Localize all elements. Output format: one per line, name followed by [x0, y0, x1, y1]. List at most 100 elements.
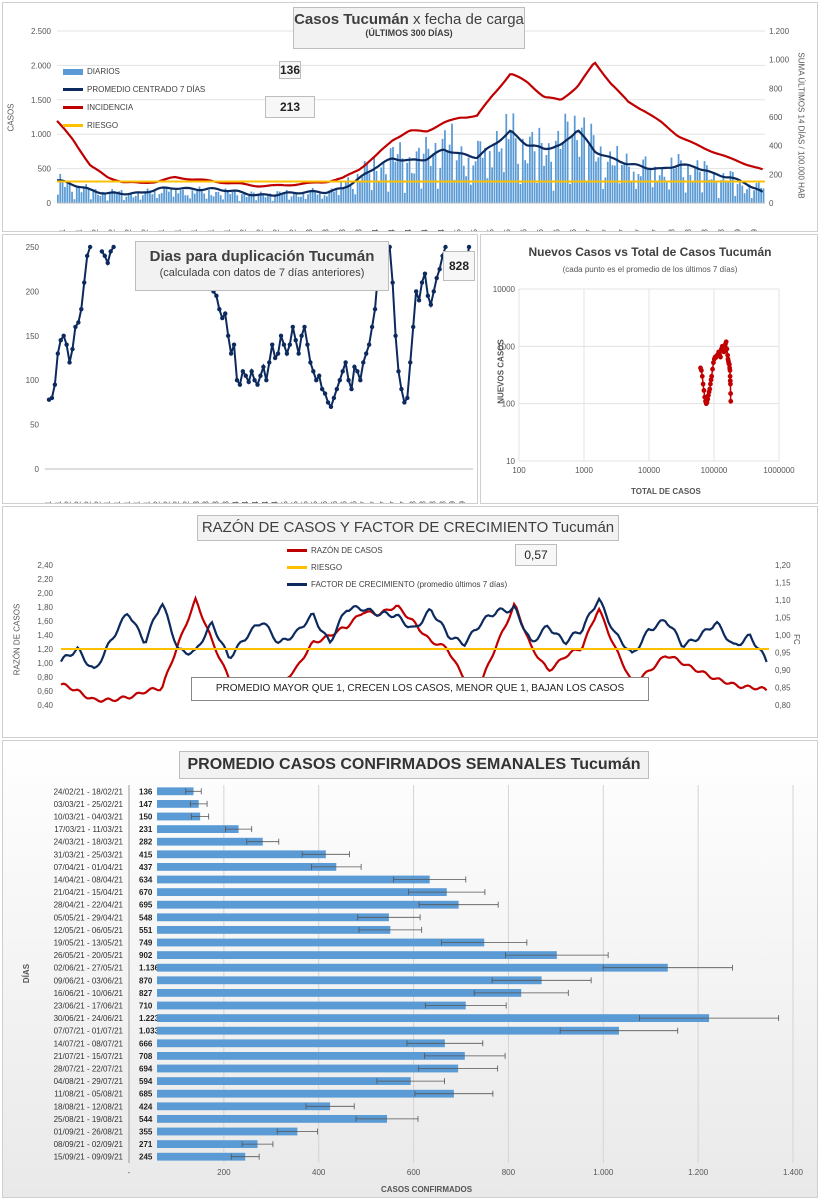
y2-tick-label: 0,85	[775, 684, 791, 693]
daily-bar	[61, 181, 64, 203]
weekly-bar	[157, 988, 522, 997]
daily-bar	[167, 191, 170, 203]
weekly-bar	[157, 1152, 246, 1161]
daily-bar	[219, 195, 222, 203]
value-box-diarios: 136	[279, 61, 301, 79]
doubling-point	[73, 324, 78, 330]
daily-bar	[444, 130, 446, 203]
daily-bar	[259, 191, 262, 203]
doubling-point	[261, 364, 266, 370]
daily-bar	[66, 182, 69, 203]
value-label: 594	[139, 1077, 153, 1086]
doubling-point	[102, 253, 108, 259]
x-tick-label: 26/3	[355, 228, 364, 232]
daily-bar	[153, 189, 156, 203]
doubling-point	[99, 249, 105, 254]
weekly-bar	[157, 900, 459, 909]
x-tick-label: 9/4	[241, 500, 250, 504]
x-tick-label: 23/7	[389, 500, 398, 504]
x-tick-label: 20/11	[44, 500, 53, 504]
doubling-point	[408, 360, 413, 365]
daily-bar	[399, 142, 401, 203]
x-tick-label: 28/5	[503, 228, 512, 232]
daily-bar	[672, 168, 675, 203]
doubling-point	[393, 333, 398, 338]
daily-bar	[71, 191, 73, 203]
legend-label: FACTOR DE CRECIMIENTO (promedio últimos …	[311, 580, 508, 589]
daily-bar	[727, 181, 729, 203]
daily-bar	[415, 151, 418, 203]
daily-bar	[519, 183, 522, 203]
x-tick-label: 27/11	[74, 228, 83, 232]
daily-bar	[377, 180, 380, 203]
daily-bar	[554, 140, 557, 203]
category-label: 28/07/21 - 22/07/21	[54, 1065, 124, 1074]
incidencia-line	[56, 61, 763, 188]
x-tick-label: 21/5	[491, 736, 500, 738]
doubling-point	[305, 342, 310, 347]
y-tick-label: 500	[38, 165, 52, 174]
category-label: 23/06/21 - 17/06/21	[54, 1002, 124, 1011]
daily-bar	[446, 151, 449, 203]
weekly-bar	[157, 799, 199, 808]
daily-bar	[739, 179, 741, 203]
daily-bar	[179, 190, 182, 203]
weekly-bar	[157, 938, 485, 947]
doubling-point	[322, 391, 328, 396]
legend-diarios: DIARIOS	[63, 67, 120, 76]
value-label: 1.033	[139, 1027, 160, 1036]
daily-bar	[687, 164, 689, 203]
daily-bar	[149, 192, 151, 203]
scatter-point	[724, 346, 730, 352]
daily-bar	[356, 173, 359, 203]
daily-bar	[592, 135, 595, 203]
x-tick-label: 11/12	[108, 736, 117, 738]
x-tick-label: 4/12	[64, 500, 73, 504]
y-tick-label: 0	[35, 465, 40, 474]
cases-chart: 0 500 1.000 1.500 2.000 2.500 0 200 400 600 800 1.0…	[31, 27, 790, 232]
y-tick-label: 2,20	[37, 575, 53, 584]
daily-bar	[536, 182, 538, 203]
doubling-point	[281, 342, 287, 347]
daily-bar	[623, 163, 626, 203]
y-tick-label: 2.500	[31, 27, 52, 36]
daily-bar	[139, 199, 142, 203]
daily-bar	[604, 177, 607, 203]
daily-bar	[458, 153, 460, 203]
x-tick-label: 7/5	[458, 736, 467, 738]
daily-bar	[94, 189, 97, 203]
daily-bar	[637, 174, 640, 203]
legend-razon: RAZÓN DE CASOS	[287, 546, 383, 555]
daily-bar	[656, 181, 659, 203]
scatter-chart-panel: 100 1000 10000 100000 1000000 10 100 1000 10000 …	[480, 234, 818, 504]
daily-bar	[630, 181, 633, 203]
daily-bar	[486, 178, 489, 203]
legend-swatch	[63, 106, 83, 110]
x-tick-label: 29/1	[223, 228, 232, 232]
scatter-point	[728, 398, 734, 404]
daily-bar	[361, 176, 364, 203]
weekly-bar	[157, 787, 194, 796]
daily-bar	[120, 190, 123, 203]
value-label: 670	[139, 888, 153, 897]
daily-bar	[510, 130, 512, 203]
daily-bar	[248, 195, 250, 203]
daily-bar	[635, 188, 637, 203]
daily-bar	[729, 170, 732, 203]
daily-bar	[217, 191, 220, 203]
x-tick-label: -	[128, 1168, 131, 1177]
daily-bar	[68, 182, 71, 203]
daily-bar	[573, 115, 576, 203]
x-tick-label: 1/1	[103, 500, 112, 504]
doubling-point	[428, 302, 434, 307]
daily-bar	[658, 175, 661, 203]
daily-bar	[281, 194, 283, 203]
x-tick-label: 23/7	[635, 228, 644, 232]
daily-bar	[762, 188, 765, 203]
legend-swatch	[287, 583, 307, 587]
category-label: 24/03/21 - 18/03/21	[54, 838, 124, 847]
x-tick-label: 600	[407, 1168, 421, 1177]
daily-bar	[302, 191, 305, 203]
weekly-bar	[157, 812, 201, 821]
x-tick-label: 1000	[575, 466, 593, 475]
